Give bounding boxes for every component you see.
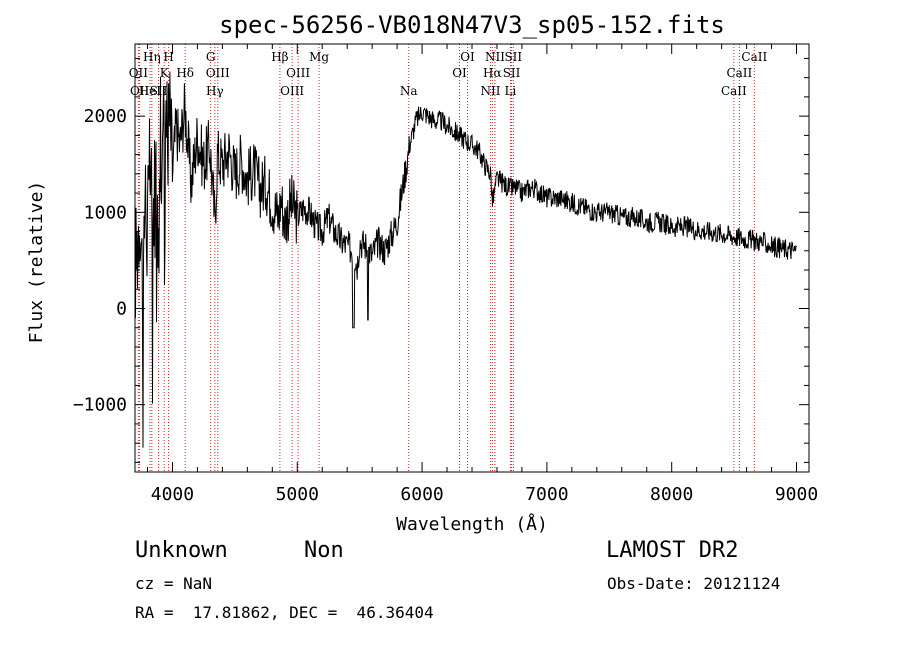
spectrum-line <box>134 71 797 448</box>
classification-text: Unknown <box>135 538 228 563</box>
line-label-Hβ: Hβ <box>271 50 288 64</box>
x-tick-label: 4000 <box>151 484 194 505</box>
line-label-OI: OI <box>460 50 475 64</box>
line-label-OIII: OIII <box>280 84 304 98</box>
line-label-K: K <box>160 66 170 80</box>
line-label-HeI: HeI <box>139 84 162 98</box>
emission-line-labels: OIIOIIHeIHηSIIKHHδGHγOIIIHβOIIIOIIIMgNaO… <box>129 50 768 98</box>
line-label-OIII: OIII <box>206 66 230 80</box>
line-label-CaII: CaII <box>726 66 752 80</box>
chart-title: spec-56256-VB018N47V3_sp05-152.fits <box>219 11 725 39</box>
y-tick-label: −1000 <box>73 395 127 416</box>
y-axis-label: Flux (relative) <box>26 181 47 344</box>
x-axis-label: Wavelength (Å) <box>396 513 548 535</box>
emission-line-markers <box>137 44 755 472</box>
y-tick-label: 1000 <box>84 202 127 223</box>
x-tick-label: 8000 <box>650 484 693 505</box>
line-label-CaII: CaII <box>741 50 767 64</box>
line-label-Hα: Hα <box>483 66 502 80</box>
line-label-OI: OI <box>452 66 467 80</box>
y-tick-label: 2000 <box>84 106 127 127</box>
line-label-SII: SII <box>503 66 521 80</box>
x-tick-label: 9000 <box>775 484 818 505</box>
line-label-Hδ: Hδ <box>176 66 194 80</box>
y-axis-ticks: −1000 0 1000 2000 <box>73 57 809 463</box>
line-label-Na: Na <box>400 84 418 98</box>
line-label-SII: SII <box>504 50 522 64</box>
line-label-SII: SII <box>150 84 168 98</box>
subclass-text: Non <box>304 538 344 563</box>
line-label-Li: Li <box>505 84 517 98</box>
line-label-G: G <box>206 50 216 64</box>
x-tick-label: 7000 <box>525 484 568 505</box>
plot-frame <box>134 43 810 473</box>
line-label-OIII: OIII <box>286 66 310 80</box>
line-label-H: H <box>163 50 173 64</box>
line-label-CaII: CaII <box>721 84 747 98</box>
obs-date-text: Obs-Date: 20121124 <box>607 574 781 593</box>
line-label-NII: NII <box>485 50 505 64</box>
x-tick-label: 6000 <box>400 484 443 505</box>
line-label-Hη: Hη <box>143 50 161 64</box>
survey-label: LAMOST DR2 <box>606 538 739 563</box>
line-label-Mg: Mg <box>309 50 329 64</box>
line-label-NII: NII <box>480 84 500 98</box>
redshift-text: cz = NaN <box>135 574 213 593</box>
y-tick-label: 0 <box>116 298 127 319</box>
line-label-OII: OII <box>129 66 149 80</box>
x-axis-ticks: 4000 5000 6000 7000 8000 9000 <box>146 44 818 505</box>
x-tick-label: 5000 <box>276 484 319 505</box>
line-label-Hγ: Hγ <box>206 84 224 98</box>
coordinates-text: RA = 17.81862, DEC = 46.36404 <box>135 603 434 622</box>
